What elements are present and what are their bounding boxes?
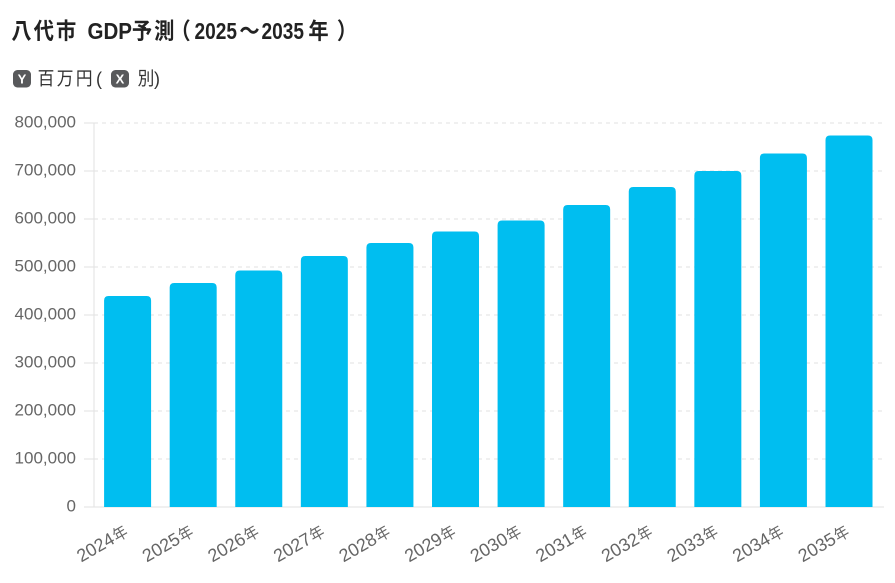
svg-text:100,000: 100,000 <box>15 448 76 467</box>
svg-text:200,000: 200,000 <box>15 400 76 419</box>
svg-text:): ) <box>154 69 160 89</box>
svg-text:400,000: 400,000 <box>15 304 76 323</box>
svg-text:0: 0 <box>67 496 76 515</box>
svg-text:X: X <box>116 72 125 87</box>
svg-text:2035: 2035 <box>262 18 305 44</box>
svg-text:700,000: 700,000 <box>15 160 76 179</box>
svg-text:500,000: 500,000 <box>15 256 76 275</box>
svg-text:600,000: 600,000 <box>15 208 76 227</box>
svg-text:2025: 2025 <box>195 18 238 44</box>
svg-text:(: ( <box>96 69 102 89</box>
svg-text:300,000: 300,000 <box>15 352 76 371</box>
svg-text:GDP: GDP <box>88 18 133 44</box>
svg-text:Y: Y <box>18 72 27 87</box>
svg-text:800,000: 800,000 <box>15 112 76 131</box>
